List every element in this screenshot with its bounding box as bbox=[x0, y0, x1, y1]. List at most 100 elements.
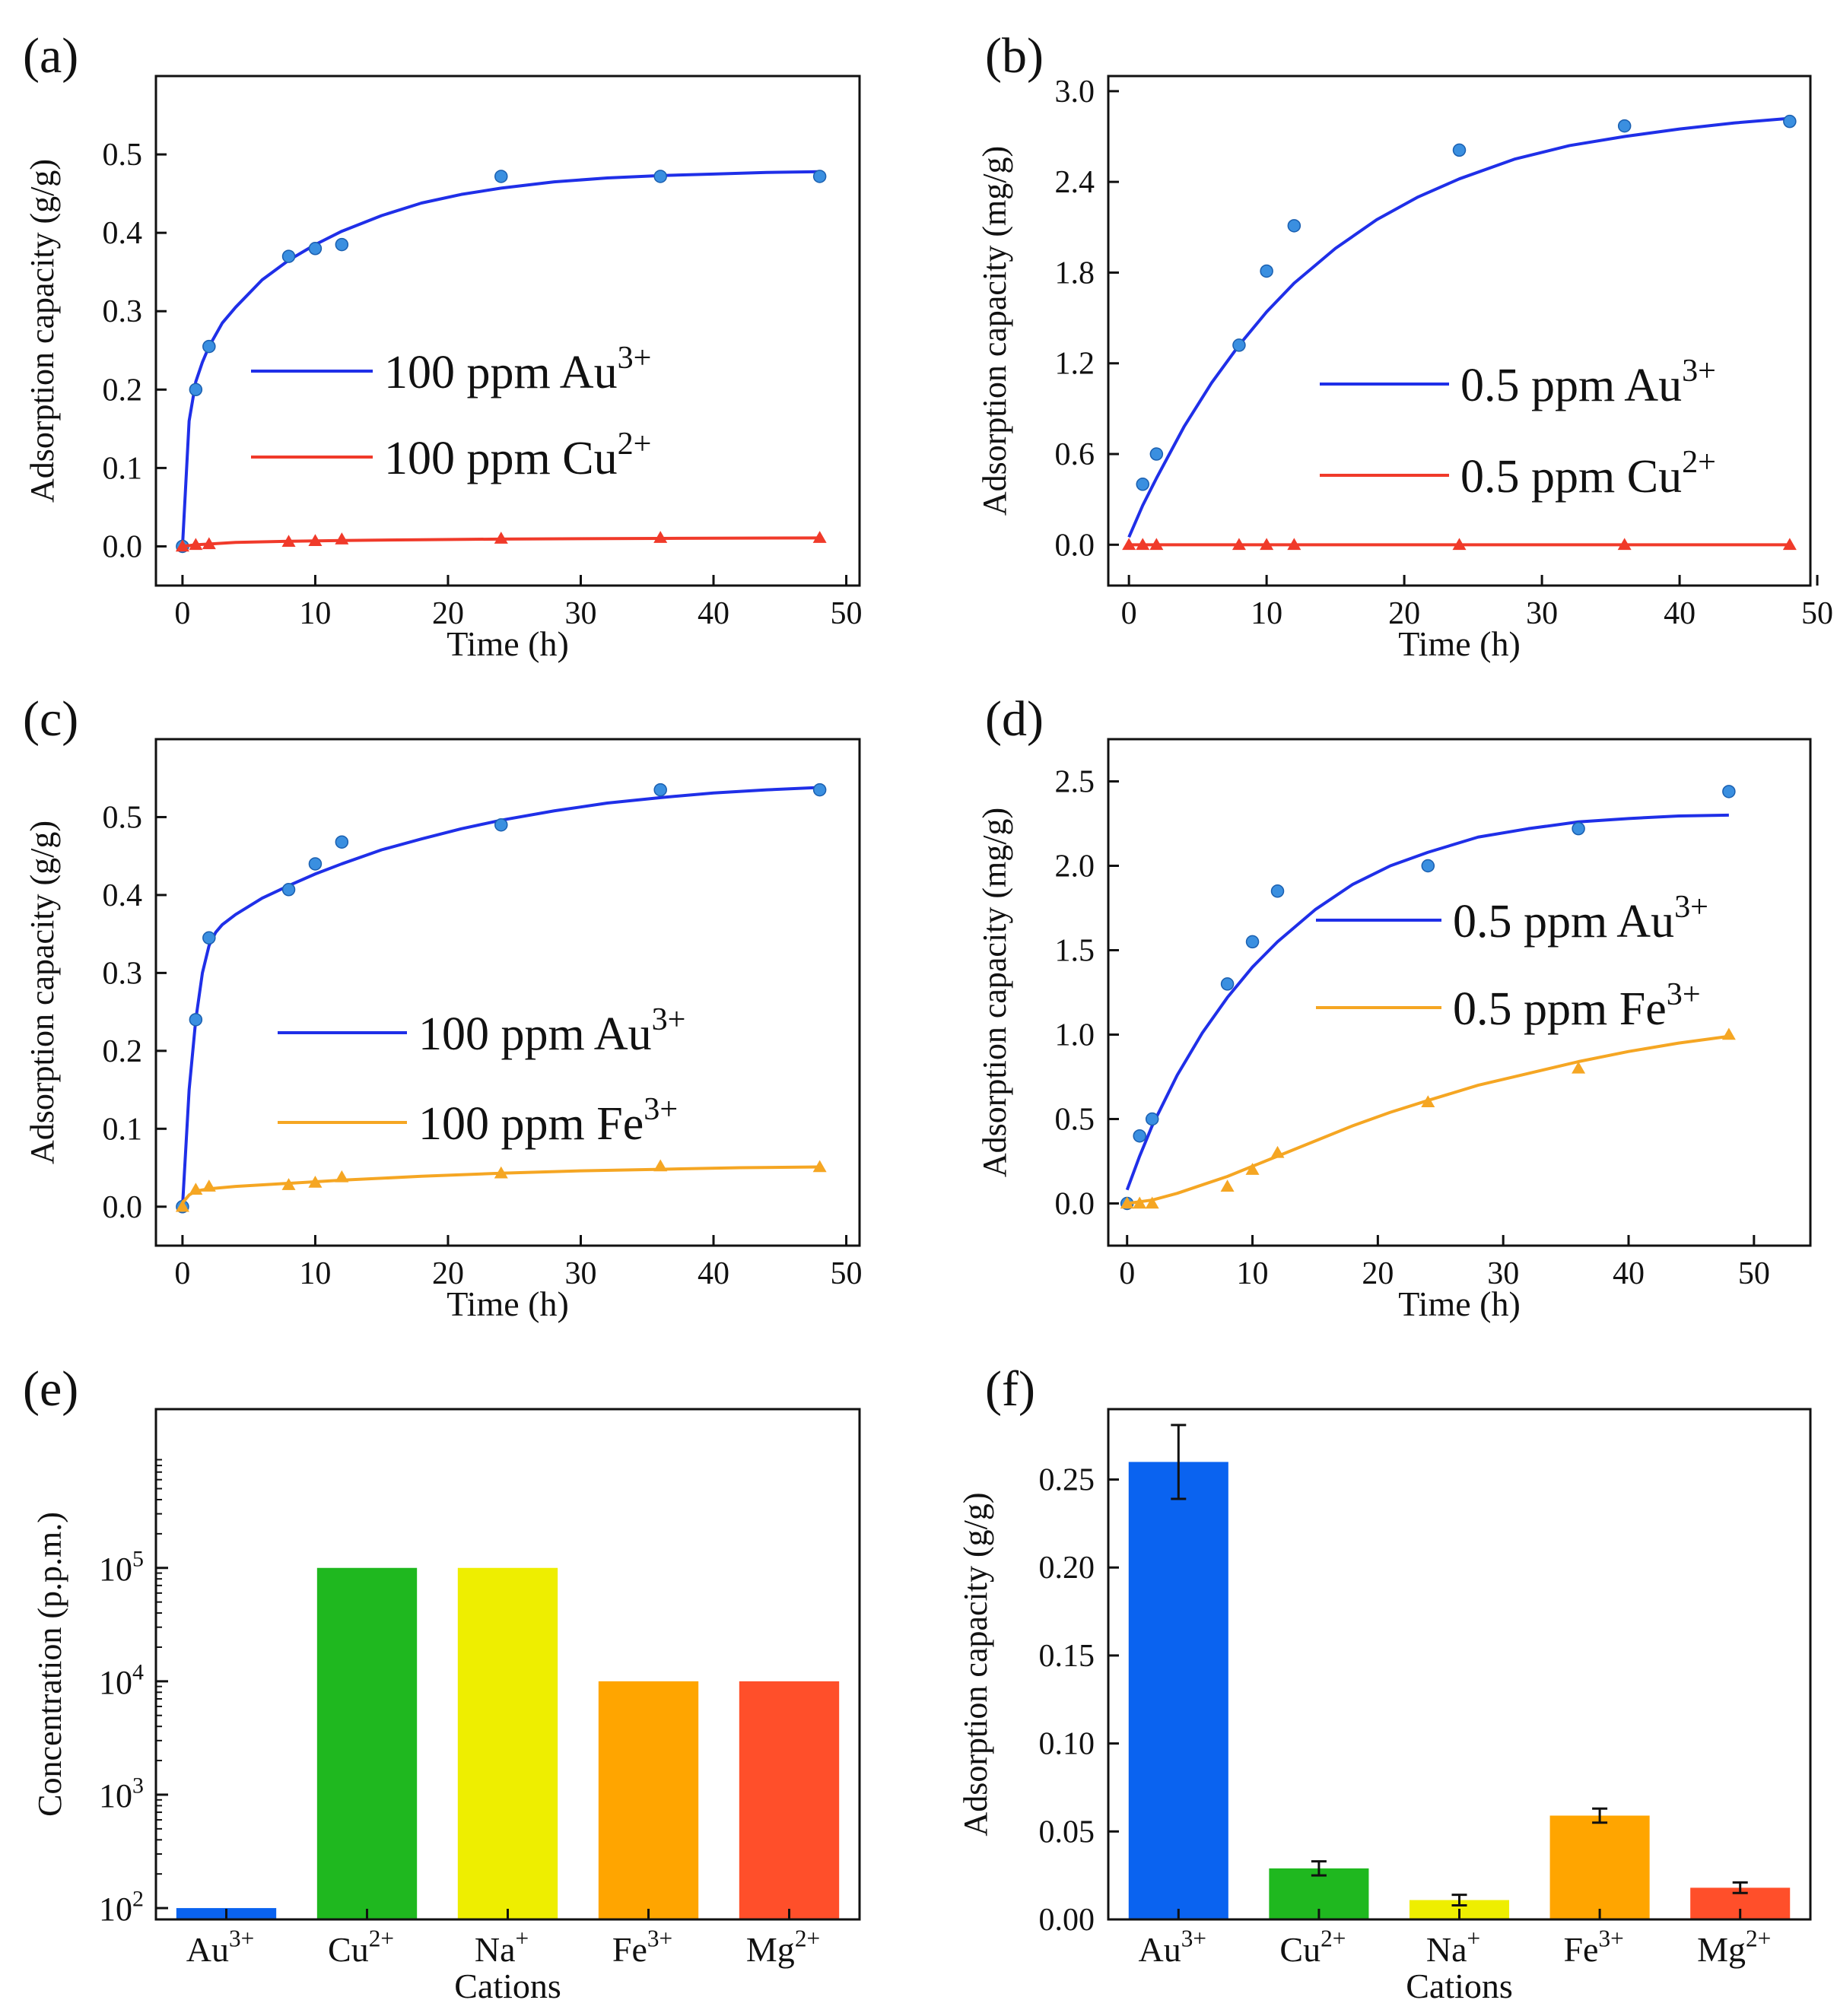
data-point bbox=[1145, 1196, 1159, 1209]
bar bbox=[598, 1681, 699, 1919]
x-tick-label-base: Mg bbox=[1697, 1930, 1746, 1969]
y-axis-label: Adsorption capacity (mg/g) bbox=[976, 808, 1013, 1177]
x-tick-label-sup: 2+ bbox=[795, 1926, 820, 1952]
x-tick-label: 30 bbox=[1526, 596, 1558, 631]
panel-label: (d) bbox=[985, 691, 1044, 747]
x-tick-label-base: Fe bbox=[612, 1930, 647, 1969]
legend-entry-sup: 2+ bbox=[618, 426, 652, 462]
y-tick-label: 105 bbox=[99, 1546, 144, 1587]
x-tick-label-sup: 3+ bbox=[647, 1926, 672, 1952]
x-tick-label-sup: 2+ bbox=[1321, 1926, 1346, 1952]
data-point bbox=[494, 1166, 508, 1179]
data-point bbox=[1120, 1196, 1134, 1209]
panel-label: (b) bbox=[985, 28, 1044, 84]
data-point bbox=[1149, 447, 1164, 461]
plot-frame bbox=[154, 738, 861, 1247]
data-point bbox=[1122, 538, 1136, 551]
data-point bbox=[1572, 821, 1585, 836]
panel-b: (b) 0 10 20 30 40 50 0.0 0.6 1.2 1.8 2.4 3.0 Time (h)… bbox=[976, 28, 1833, 663]
x-tick-label-sup: 2+ bbox=[1746, 1926, 1771, 1952]
data-point bbox=[308, 242, 323, 256]
legend-entry-base: 0.5 ppm Au bbox=[1453, 896, 1674, 948]
legend-entry-sup: 3+ bbox=[644, 1091, 678, 1127]
y-tick-label: 1.5 bbox=[1055, 934, 1095, 969]
y-tick-label: 0.10 bbox=[1039, 1727, 1095, 1762]
y-tick-label: 0.00 bbox=[1039, 1903, 1095, 1938]
x-tick-label: Cu2+ bbox=[328, 1926, 394, 1969]
data-point bbox=[812, 783, 827, 797]
y-tick-label: 2.5 bbox=[1055, 765, 1095, 800]
x-tick-label: 0 bbox=[174, 1256, 190, 1291]
y-tick-label: 3.0 bbox=[1055, 75, 1095, 110]
data-point bbox=[189, 1183, 203, 1195]
data-point bbox=[335, 835, 349, 849]
data-point bbox=[1721, 1027, 1736, 1040]
data-point bbox=[1572, 1061, 1586, 1074]
data-point bbox=[653, 531, 668, 543]
bar bbox=[1549, 1815, 1650, 1919]
y-tick-label: 1.8 bbox=[1055, 256, 1095, 290]
x-tick-label: Na+ bbox=[1426, 1926, 1480, 1969]
data-point bbox=[1287, 219, 1301, 233]
legend-entry: 0.5 ppm Fe3+ bbox=[1453, 976, 1701, 1035]
data-point bbox=[1136, 478, 1149, 491]
bar bbox=[316, 1567, 418, 1919]
x-tick-label: 30 bbox=[1487, 1256, 1519, 1291]
y-axis-label: Adsorption capacity (g/g) bbox=[24, 821, 61, 1164]
y-tick-label: 0.3 bbox=[103, 294, 143, 329]
legend-entry-base: 100 ppm Au bbox=[418, 1008, 652, 1060]
x-tick-label: 10 bbox=[1237, 1256, 1269, 1291]
data-point bbox=[202, 1179, 216, 1192]
legend-entry-base: 0.5 ppm Fe bbox=[1453, 983, 1667, 1035]
series-fit-line bbox=[180, 170, 820, 547]
legend-entry-sup: 3+ bbox=[1674, 889, 1708, 925]
data-point bbox=[1220, 1179, 1235, 1192]
y-tick-label: 0.15 bbox=[1039, 1639, 1095, 1674]
x-axis-label: Cations bbox=[454, 1967, 561, 2005]
panel-a: (a) 0 10 20 30 40 50 0.0 0.1 0.2 0.3 0.4 0.5 Time (h)… bbox=[23, 28, 863, 663]
x-tick-label: 40 bbox=[698, 1256, 729, 1291]
x-tick-label: Au3+ bbox=[186, 1926, 255, 1969]
data-point bbox=[1270, 1145, 1285, 1158]
data-point bbox=[1245, 935, 1260, 949]
y-tick-label: 0.0 bbox=[103, 529, 143, 564]
legend-entry: 100 ppm Cu2+ bbox=[384, 426, 651, 484]
y-tick-label: 0.2 bbox=[103, 1034, 143, 1069]
x-tick-label: 20 bbox=[1388, 596, 1420, 631]
data-point bbox=[1722, 785, 1736, 798]
y-tick-label: 102 bbox=[99, 1887, 144, 1928]
x-tick-label-base: Cu bbox=[1279, 1930, 1321, 1969]
y-tick-label: 104 bbox=[99, 1659, 144, 1700]
data-point bbox=[202, 339, 216, 354]
y-tick-label: 0.1 bbox=[103, 1112, 143, 1147]
x-tick-label-base: Fe bbox=[1563, 1930, 1598, 1969]
data-point bbox=[202, 931, 216, 945]
x-axis-label: Cations bbox=[1406, 1967, 1513, 2005]
data-point bbox=[1783, 114, 1797, 129]
plot-frame bbox=[1107, 75, 1812, 587]
y-tick-label: 2.0 bbox=[1055, 849, 1095, 884]
y-tick-label: 0.4 bbox=[103, 216, 143, 251]
data-point bbox=[812, 531, 827, 543]
data-point bbox=[653, 170, 667, 183]
y-tick-label-sup: 4 bbox=[132, 1659, 144, 1684]
data-point bbox=[1245, 1163, 1260, 1175]
y-tick-label-base: 10 bbox=[99, 1891, 132, 1928]
x-tick-label-base: Cu bbox=[328, 1930, 369, 1969]
y-tick-label-sup: 2 bbox=[132, 1887, 144, 1912]
data-point bbox=[1149, 538, 1164, 551]
data-point bbox=[335, 532, 349, 544]
series-fit-line bbox=[1127, 1034, 1730, 1205]
data-point bbox=[812, 170, 827, 183]
x-tick-label: 10 bbox=[1251, 596, 1282, 631]
x-tick-label: 0 bbox=[174, 596, 190, 631]
x-tick-label-sup: 2+ bbox=[369, 1926, 394, 1952]
y-tick-label: 0.5 bbox=[103, 800, 143, 835]
data-point bbox=[1232, 338, 1246, 352]
y-tick-label: 0.0 bbox=[1055, 528, 1095, 563]
data-point bbox=[494, 170, 508, 183]
data-point bbox=[1287, 538, 1301, 551]
data-point bbox=[1260, 264, 1273, 278]
x-tick-label: 20 bbox=[432, 596, 464, 631]
y-tick-label: 0.1 bbox=[103, 451, 143, 486]
